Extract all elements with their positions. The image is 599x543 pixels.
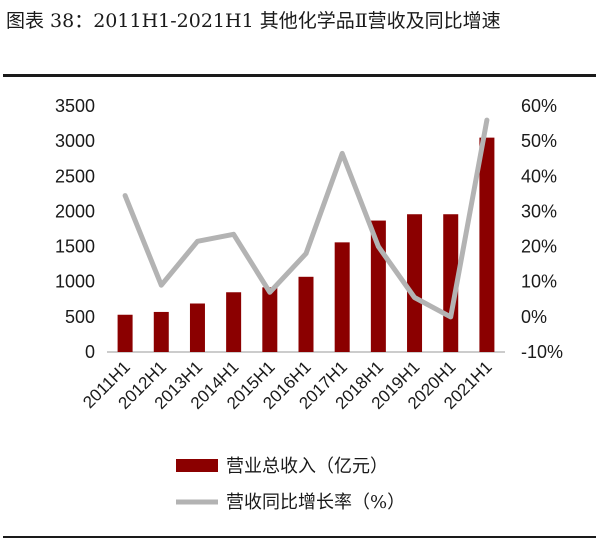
bar-2013H1 — [189, 303, 205, 352]
bar-2012H1 — [153, 311, 169, 352]
right-tick-label: 20% — [521, 237, 557, 257]
left-tick-label: 1500 — [55, 237, 95, 257]
bar-series — [117, 137, 495, 352]
top-rule — [3, 74, 596, 77]
growth-rate-line — [122, 117, 490, 320]
right-axis-ticks: -10% 0% 10% 20% 30% 40% 50% 60% — [521, 96, 563, 362]
legend: 营业总收入（亿元） 营收同比增长率（%） — [176, 456, 405, 513]
left-axis-ticks: 0 500 1000 1500 2000 2500 3000 3500 — [55, 96, 95, 362]
right-tick-label: -10% — [521, 342, 563, 362]
left-tick-label: 3000 — [55, 131, 95, 151]
right-tick-label: 10% — [521, 272, 557, 292]
right-tick-label: 30% — [521, 201, 557, 221]
bar-2019H1 — [407, 214, 423, 352]
chart-title: 图表 38：2011H1-2021H1 其他化学品Ⅱ营收及同比增速 — [6, 10, 501, 32]
legend-bar-swatch — [176, 459, 218, 472]
left-tick-label: 500 — [65, 307, 95, 327]
bar-2011H1 — [117, 314, 133, 352]
bar-2021H1 — [479, 137, 495, 352]
legend-bar-label: 营业总收入（亿元） — [226, 456, 388, 477]
right-tick-label: 50% — [521, 131, 557, 151]
bar-2016H1 — [298, 276, 314, 352]
left-tick-label: 3500 — [55, 96, 95, 116]
x-axis-ticks: 2011H12012H12013H12014H12015H12016H12017… — [79, 357, 495, 413]
left-tick-label: 0 — [85, 342, 95, 362]
left-tick-label: 2500 — [55, 166, 95, 186]
bottom-rule — [3, 536, 596, 538]
bar-2015H1 — [262, 287, 278, 352]
left-tick-label: 1000 — [55, 272, 95, 292]
right-tick-label: 0% — [521, 307, 547, 327]
right-tick-label: 40% — [521, 166, 557, 186]
legend-line-label: 营收同比增长率（%） — [226, 492, 405, 513]
left-tick-label: 2000 — [55, 201, 95, 221]
bar-2014H1 — [226, 292, 242, 352]
right-tick-label: 60% — [521, 96, 557, 116]
bar-2017H1 — [334, 242, 350, 352]
